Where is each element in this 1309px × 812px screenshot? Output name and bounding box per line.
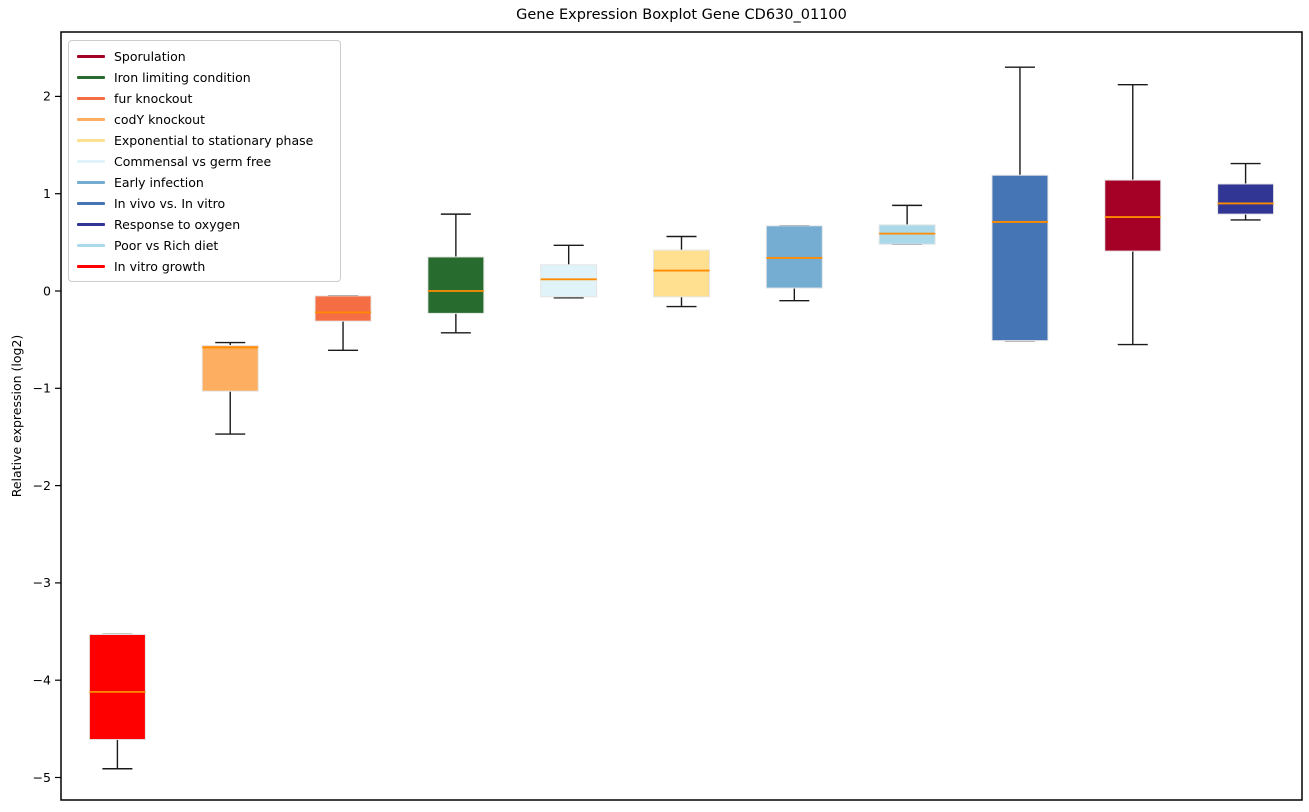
box [1104, 179, 1162, 252]
legend-swatch [77, 160, 105, 163]
boxplot-response-to-oxygen [1217, 162, 1275, 221]
y-tick-label: 2 [43, 89, 51, 104]
chart-title: Gene Expression Boxplot Gene CD630_01100 [516, 7, 847, 23]
boxplot-in-vitro-growth [88, 633, 146, 770]
box [88, 633, 146, 741]
legend-item-label: Poor vs Rich diet [114, 238, 219, 253]
legend-item-response-to-oxygen: Response to oxygen [77, 214, 332, 235]
legend-item-label: In vitro growth [114, 259, 206, 274]
legend-item-label: fur knockout [114, 91, 193, 106]
box [427, 256, 485, 314]
boxplot-sporulation [1104, 84, 1162, 346]
legend-item-fur-knockout: fur knockout [77, 88, 332, 109]
box [540, 264, 598, 298]
boxplot-commensal-vs-germ-free [540, 244, 598, 299]
legend-item-sporulation: Sporulation [77, 46, 332, 67]
legend-swatch [77, 76, 105, 79]
boxplot-early-infection [765, 225, 823, 302]
boxplot-fur-knockout [314, 295, 372, 352]
legend-item-label: Exponential to stationary phase [114, 133, 314, 148]
box [878, 224, 936, 245]
legend-swatch [77, 223, 105, 226]
boxplot-poor-vs-rich-diet [878, 204, 936, 245]
legend-item-label: In vivo vs. In vitro [114, 196, 226, 211]
boxplot-cody-knockout [201, 341, 259, 435]
box [653, 249, 710, 298]
box [765, 225, 823, 289]
y-tick-label: −1 [33, 381, 51, 396]
y-tick-label: −4 [33, 673, 51, 688]
plot-frame [60, 31, 1303, 801]
legend-swatch [77, 118, 105, 121]
legend-item-label: Iron limiting condition [114, 70, 251, 85]
legend-swatch [77, 202, 105, 205]
legend-item-label: Commensal vs germ free [114, 154, 272, 169]
box [1217, 183, 1275, 215]
box [314, 295, 372, 322]
y-tick-label: 0 [43, 283, 51, 298]
legend-item-in-vivo-vs-in-vitro: In vivo vs. In vitro [77, 193, 332, 214]
legend-item-commensal-vs-germ-free: Commensal vs germ free [77, 151, 332, 172]
box [991, 174, 1049, 342]
legend-item-label: Sporulation [114, 49, 186, 64]
legend-swatch [77, 139, 105, 142]
legend-item-label: Early infection [114, 175, 204, 190]
y-tick-label: −3 [33, 575, 51, 590]
legend-item-label: codY knockout [114, 112, 206, 127]
legend-swatch [77, 244, 105, 247]
legend-swatch [77, 265, 105, 268]
boxplot-iron-limiting-condition [427, 213, 485, 334]
legend-swatch [77, 97, 105, 100]
legend-item-iron-limiting-condition: Iron limiting condition [77, 67, 332, 88]
legend-item-in-vitro-growth: In vitro growth [77, 256, 332, 277]
boxplot-exponential-to-stationary-phase [653, 235, 710, 308]
legend-swatch [77, 181, 105, 184]
legend-swatch [77, 55, 105, 58]
legend-item-early-infection: Early infection [77, 172, 332, 193]
y-tick-label: 1 [43, 186, 51, 201]
y-tick-label: −2 [33, 478, 51, 493]
legend-item-exponential-to-stationary-phase: Exponential to stationary phase [77, 130, 332, 151]
legend-item-cody-knockout: codY knockout [77, 109, 332, 130]
legend: Sporulation Iron limiting condition fur kn… [68, 40, 341, 282]
legend-item-poor-vs-rich-diet: Poor vs Rich diet [77, 235, 332, 256]
box [201, 344, 259, 392]
legend-item-label: Response to oxygen [114, 217, 241, 232]
boxplot-in-vivo-vs-in-vitro [991, 66, 1049, 342]
y-tick-label: −5 [33, 770, 51, 785]
